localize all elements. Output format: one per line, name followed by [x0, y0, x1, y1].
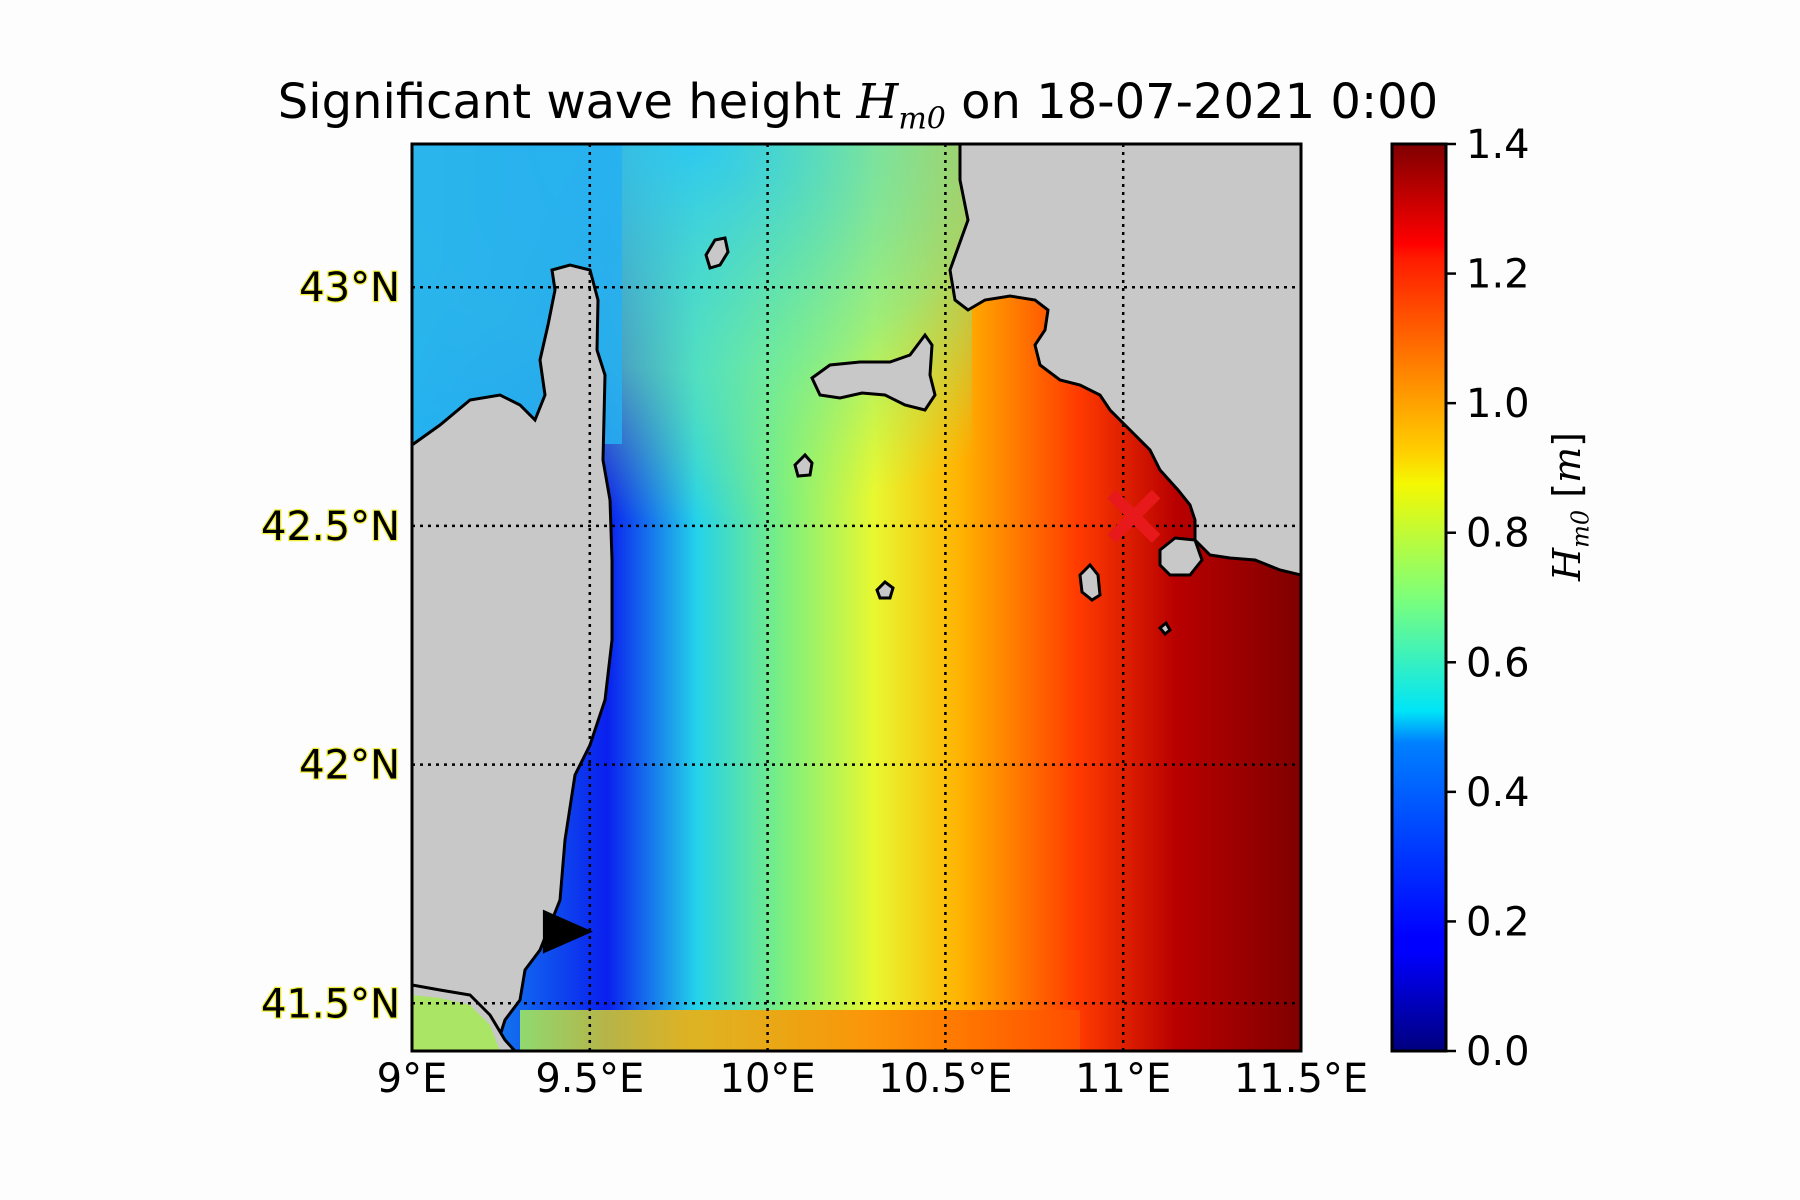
lat-tick-labels: 43°N 42.5°N 42°N 41.5°N: [260, 264, 401, 1029]
colorbar-tick-label: 0.2: [1466, 899, 1530, 945]
colorbar-tick-label: 0.4: [1466, 770, 1530, 816]
colorbar-ticks: 0.0 0.2 0.4 0.6 0.8 1.0 1.2 1.4: [1446, 122, 1530, 1075]
colorbar-tick-label: 1.2: [1466, 252, 1530, 298]
giannutri-island: [1157, 620, 1172, 637]
station-triangle-marker: [542, 909, 593, 954]
map-title: Significant wave height Hm0 on 18-07-202…: [253, 74, 1463, 137]
wave-field-south-band: [520, 1010, 1080, 1051]
montecristo-island: [875, 580, 895, 600]
title-subscript: m0: [898, 101, 946, 137]
markers: [542, 489, 1161, 954]
title-prefix: Significant wave height: [277, 74, 857, 130]
colorbar-label-subscript: m0: [1566, 509, 1595, 548]
buoy-cross-marker: [1107, 489, 1161, 543]
colorbar-tick-label: 0.6: [1466, 640, 1530, 686]
colorbar-label-bracket-close: ]: [1545, 432, 1589, 447]
elba-island: [810, 332, 937, 412]
colorbar-label: Hm0 [m]: [1545, 432, 1595, 581]
colorbar-label-symbol: H: [1545, 547, 1589, 581]
argentario-island: [1158, 536, 1204, 577]
lon-tick-label: 9.5°E: [535, 1056, 644, 1102]
corsica-landmass: [412, 263, 614, 1051]
colorbar-tick-label: 0.0: [1466, 1029, 1530, 1075]
lon-tick-labels: 9°E 9.5°E 10°E 10.5°E 11°E 11.5°E: [377, 1056, 1369, 1102]
lon-tick-label: 11.5°E: [1234, 1056, 1368, 1102]
lat-tick-label: 43°N: [299, 265, 400, 311]
lat-tick-label: 42.5°N: [261, 504, 400, 550]
colorbar-label-bracket-open: [: [1545, 482, 1589, 498]
lat-tick-label: 42°N: [299, 743, 400, 789]
colorbar-tick-label: 0.8: [1466, 511, 1530, 557]
sardinia-sea-patch: [412, 995, 500, 1051]
lon-tick-label: 10°E: [720, 1056, 816, 1102]
colorbar: [1390, 142, 1448, 1053]
lon-tick-label: 11°E: [1075, 1056, 1171, 1102]
title-symbol: H: [856, 74, 899, 130]
colorbar-label-unit: m: [1545, 446, 1589, 483]
capraia-island: [704, 236, 730, 270]
giglio-island: [1078, 562, 1102, 602]
pianosa-island: [793, 452, 814, 478]
lat-tick-label: 41.5°N: [261, 981, 400, 1027]
colorbar-tick-label: 1.4: [1466, 122, 1530, 168]
colorbar-tick-label: 1.0: [1466, 381, 1530, 427]
lon-tick-label: 10.5°E: [878, 1056, 1012, 1102]
lon-tick-label: 9°E: [377, 1056, 448, 1102]
italy-landmass: [948, 144, 1301, 577]
map-frame: [410, 142, 1303, 1053]
title-suffix: on 18-07-2021 0:00: [945, 74, 1439, 130]
